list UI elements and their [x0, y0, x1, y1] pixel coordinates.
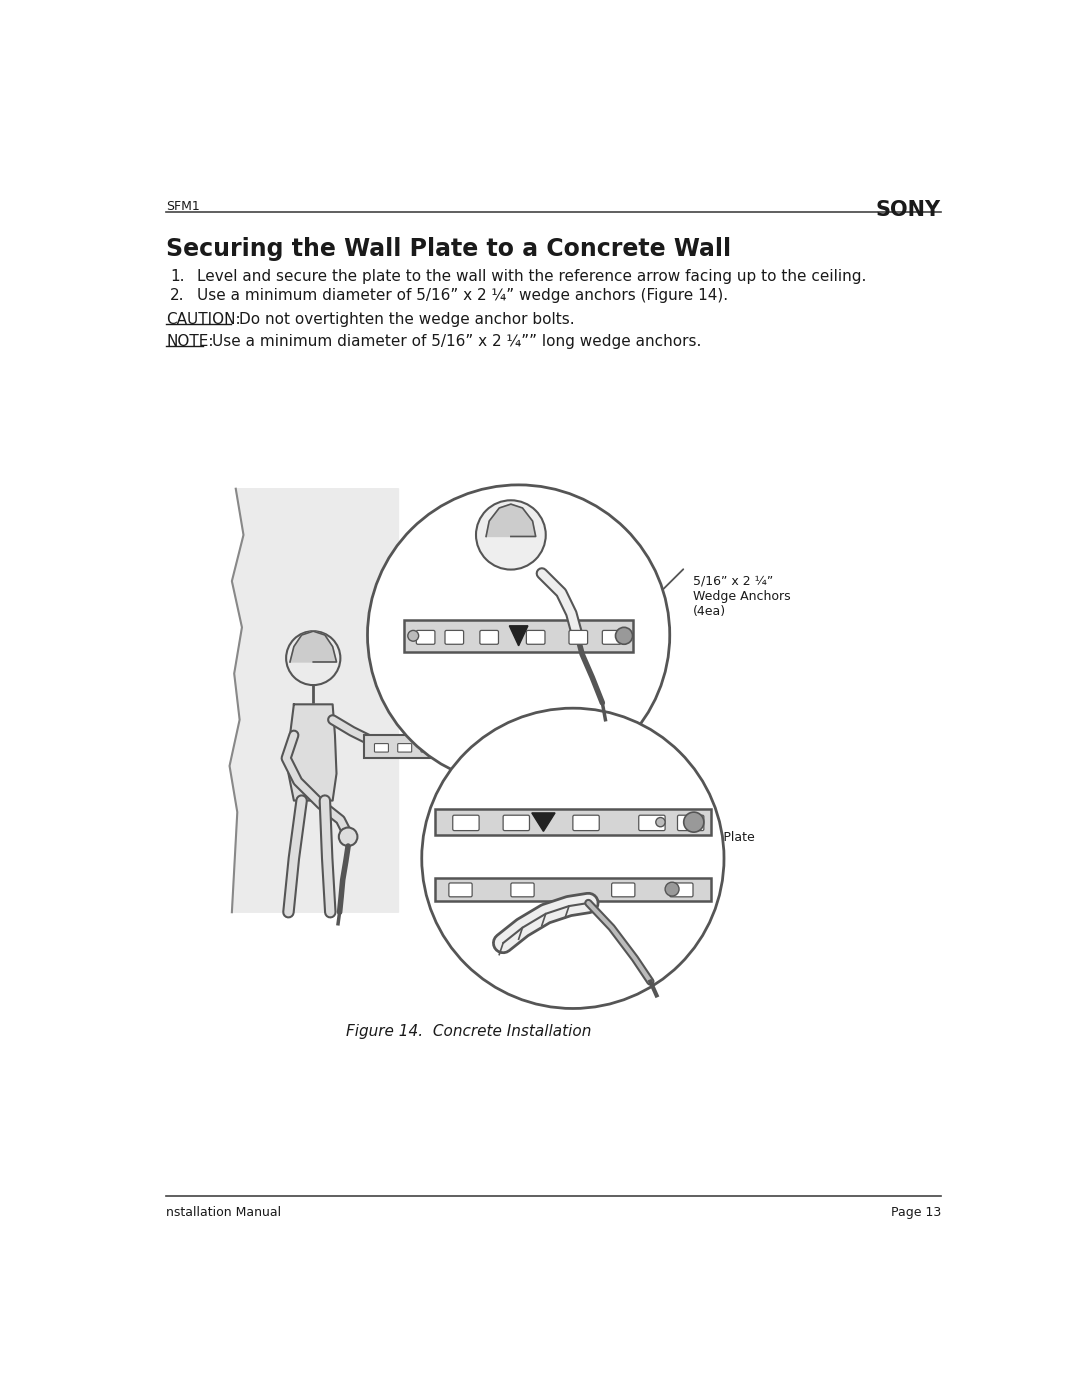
FancyBboxPatch shape: [421, 743, 435, 752]
FancyBboxPatch shape: [526, 630, 545, 644]
FancyBboxPatch shape: [435, 809, 711, 835]
FancyBboxPatch shape: [670, 883, 693, 897]
Text: nstallation Manual: nstallation Manual: [166, 1207, 281, 1220]
FancyBboxPatch shape: [435, 877, 711, 901]
FancyBboxPatch shape: [603, 630, 621, 644]
Polygon shape: [291, 631, 337, 662]
FancyBboxPatch shape: [397, 743, 411, 752]
FancyBboxPatch shape: [364, 735, 480, 759]
FancyBboxPatch shape: [445, 630, 463, 644]
FancyBboxPatch shape: [444, 743, 458, 752]
Text: Level and secure the plate to the wall with the reference arrow facing up to the: Level and secure the plate to the wall w…: [197, 270, 866, 284]
Polygon shape: [230, 489, 399, 912]
FancyBboxPatch shape: [638, 816, 665, 831]
Circle shape: [616, 627, 633, 644]
FancyBboxPatch shape: [480, 630, 499, 644]
FancyBboxPatch shape: [572, 816, 599, 831]
FancyBboxPatch shape: [449, 883, 472, 897]
Text: SONY: SONY: [876, 200, 941, 219]
FancyBboxPatch shape: [375, 743, 389, 752]
FancyBboxPatch shape: [611, 883, 635, 897]
FancyBboxPatch shape: [462, 743, 476, 752]
FancyBboxPatch shape: [677, 816, 704, 831]
Polygon shape: [510, 626, 528, 645]
Text: SFM1: SFM1: [166, 200, 200, 212]
Text: Page 13: Page 13: [891, 1207, 941, 1220]
Text: CAUTION:: CAUTION:: [166, 313, 241, 327]
FancyBboxPatch shape: [416, 630, 435, 644]
Text: Use a minimum diameter of 5/16” x 2 ¼” wedge anchors (Figure 14).: Use a minimum diameter of 5/16” x 2 ¼” w…: [197, 288, 728, 303]
Circle shape: [665, 882, 679, 895]
Circle shape: [391, 740, 406, 756]
Text: Do not overtighten the wedge anchor bolts.: Do not overtighten the wedge anchor bolt…: [239, 313, 575, 327]
Text: Securing the Wall Plate to a Concrete Wall: Securing the Wall Plate to a Concrete Wa…: [166, 237, 731, 261]
Polygon shape: [419, 740, 432, 753]
Circle shape: [408, 630, 419, 641]
Polygon shape: [288, 704, 337, 800]
Polygon shape: [531, 813, 555, 831]
Text: 1.: 1.: [170, 270, 185, 284]
Circle shape: [684, 812, 704, 833]
Text: 2.: 2.: [170, 288, 185, 303]
Circle shape: [422, 708, 724, 1009]
Polygon shape: [486, 504, 536, 536]
FancyBboxPatch shape: [569, 630, 588, 644]
Text: NOTE:: NOTE:: [166, 334, 214, 349]
Circle shape: [367, 485, 670, 785]
Circle shape: [476, 500, 545, 570]
Circle shape: [339, 827, 357, 847]
Text: Figure 14.  Concrete Installation: Figure 14. Concrete Installation: [346, 1024, 591, 1039]
FancyBboxPatch shape: [453, 816, 480, 831]
FancyBboxPatch shape: [511, 883, 535, 897]
FancyBboxPatch shape: [503, 816, 529, 831]
FancyBboxPatch shape: [404, 620, 633, 652]
Text: Wall Plate: Wall Plate: [693, 831, 755, 844]
Text: 5/16” x 2 ¼”
Wedge Anchors
(4ea): 5/16” x 2 ¼” Wedge Anchors (4ea): [693, 576, 791, 617]
Text: Use a minimum diameter of 5/16” x 2 ¼”” long wedge anchors.: Use a minimum diameter of 5/16” x 2 ¼”” …: [213, 334, 702, 349]
Circle shape: [656, 817, 665, 827]
